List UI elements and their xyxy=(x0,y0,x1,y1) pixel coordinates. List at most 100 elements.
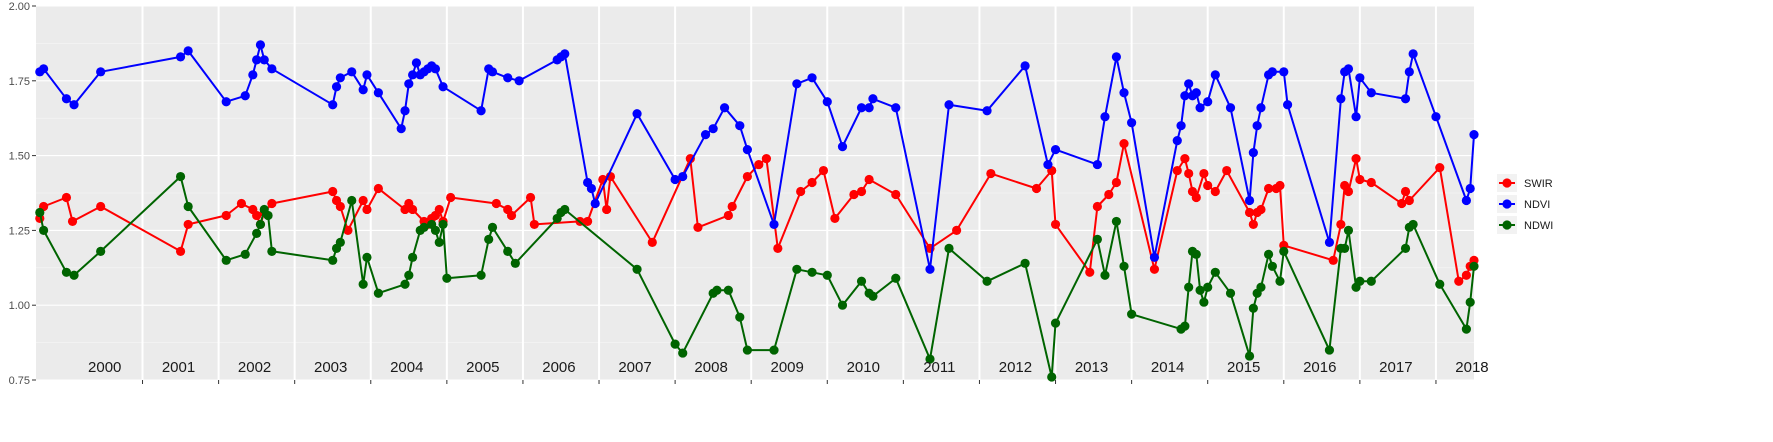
year-label: 2018 xyxy=(1455,359,1488,376)
data-point-ndwi xyxy=(944,243,954,253)
y-tick-label: 1.75 xyxy=(9,76,30,88)
data-point-ndvi xyxy=(514,76,524,86)
data-point-swir xyxy=(67,216,78,227)
data-point-ndwi xyxy=(1119,261,1129,271)
data-point-ndvi xyxy=(61,94,72,104)
data-point-ndwi xyxy=(1047,372,1057,382)
data-point-ndwi xyxy=(347,195,357,206)
data-point-ndvi xyxy=(96,67,106,77)
data-point-ndvi xyxy=(792,79,802,89)
data-point-swir xyxy=(408,204,418,215)
data-point-ndwi xyxy=(252,228,262,238)
data-point-ndwi xyxy=(1366,276,1376,286)
data-point-ndwi xyxy=(723,285,733,295)
data-point-swir xyxy=(1454,276,1464,286)
data-point-ndvi xyxy=(252,55,262,65)
data-point-ndvi xyxy=(267,64,277,74)
data-point-ndwi xyxy=(735,312,745,322)
data-point-ndwi xyxy=(1127,309,1137,319)
data-point-swir xyxy=(96,201,106,212)
data-point-ndwi xyxy=(221,255,231,265)
data-point-ndvi xyxy=(1127,118,1137,128)
data-point-swir xyxy=(830,213,840,224)
data-point-swir xyxy=(1256,204,1266,215)
data-point-ndvi xyxy=(1119,88,1129,98)
data-point-ndvi xyxy=(396,124,406,134)
data-point-ndvi xyxy=(1225,103,1236,113)
data-point-swir xyxy=(1203,180,1213,191)
y-tick-label: 1.00 xyxy=(9,300,30,312)
data-point-ndwi xyxy=(925,354,935,364)
data-point-swir xyxy=(1263,183,1274,194)
data-point-swir xyxy=(1351,153,1361,164)
data-point-ndvi xyxy=(373,88,383,98)
data-point-swir xyxy=(267,198,277,209)
data-point-swir xyxy=(183,219,193,230)
data-point-swir xyxy=(761,153,772,164)
data-point-ndvi xyxy=(632,109,642,119)
year-label: 2006 xyxy=(542,359,575,376)
data-point-ndwi xyxy=(822,270,832,280)
data-point-swir xyxy=(864,174,874,185)
data-point-ndwi xyxy=(419,222,429,233)
data-point-ndwi xyxy=(792,264,802,274)
data-point-ndvi xyxy=(328,100,338,110)
data-point-ndvi xyxy=(411,58,422,68)
data-point-swir xyxy=(529,219,539,230)
data-point-ndvi xyxy=(1279,67,1289,77)
data-point-ndvi xyxy=(221,97,231,107)
data-point-ndvi xyxy=(476,106,486,116)
axes: 0.75 1.00 1.25 1.50 1.75 2.00 xyxy=(9,1,1437,387)
data-point-ndvi xyxy=(1465,183,1475,194)
year-label: 2005 xyxy=(466,359,499,376)
data-point-ndvi xyxy=(678,171,688,182)
data-point-ndwi xyxy=(1225,288,1236,298)
data-point-swir xyxy=(1222,165,1232,176)
y-tick-label: 2.00 xyxy=(9,1,30,13)
data-point-ndvi xyxy=(1248,148,1258,158)
data-point-ndwi xyxy=(358,279,368,289)
year-label: 2000 xyxy=(88,359,121,376)
data-point-swir xyxy=(252,210,262,221)
data-point-ndvi xyxy=(408,70,418,80)
data-point-ndwi xyxy=(769,345,779,355)
data-point-ndwi xyxy=(408,252,418,262)
data-point-ndwi xyxy=(35,207,45,218)
data-point-ndvi xyxy=(925,264,935,274)
data-point-ndvi xyxy=(807,73,817,83)
data-point-ndwi xyxy=(1184,282,1194,292)
data-point-ndvi xyxy=(735,121,745,131)
data-point-ndvi xyxy=(590,198,600,209)
data-point-ndvi xyxy=(1351,112,1361,122)
data-point-ndwi xyxy=(335,237,345,247)
data-point-ndwi xyxy=(712,285,722,295)
data-point-ndvi xyxy=(248,70,258,80)
data-point-ndvi xyxy=(404,79,414,89)
series-ndvi xyxy=(35,40,1479,274)
data-point-swir xyxy=(1400,186,1411,197)
data-point-ndvi xyxy=(1252,121,1262,131)
data-point-ndvi xyxy=(69,100,79,110)
data-point-ndwi xyxy=(1279,246,1289,256)
data-point-ndvi xyxy=(487,67,498,77)
data-point-swir xyxy=(221,210,231,221)
data-point-swir xyxy=(343,225,353,235)
data-point-ndvi xyxy=(1203,97,1213,107)
data-point-swir xyxy=(1210,186,1220,197)
data-point-ndwi xyxy=(1408,219,1418,230)
data-point-swir xyxy=(446,192,456,203)
data-point-swir xyxy=(602,204,612,215)
data-point-ndwi xyxy=(1111,216,1122,227)
data-point-ndwi xyxy=(263,210,273,221)
data-point-ndwi xyxy=(175,171,186,182)
data-point-ndvi xyxy=(1184,79,1194,89)
data-point-ndwi xyxy=(400,279,410,289)
data-point-swir xyxy=(506,210,517,221)
data-point-swir xyxy=(856,186,867,197)
year-labels: 2000 2001 2002 2003 2004 2005 2006 2007 2008 2009… xyxy=(88,359,1489,376)
data-point-swir xyxy=(1111,177,1122,188)
data-point-ndvi xyxy=(1111,52,1122,62)
data-point-ndvi xyxy=(1282,100,1293,110)
year-label: 2007 xyxy=(618,359,651,376)
data-point-swir xyxy=(362,204,372,215)
